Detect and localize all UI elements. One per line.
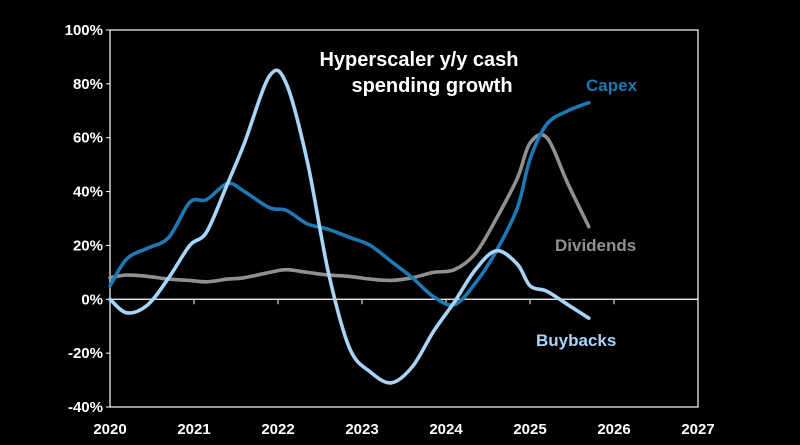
y-tick-label: 40%	[73, 184, 103, 201]
chart-title-line-2: spending growth	[351, 75, 512, 97]
capex-line	[108, 100, 591, 307]
buybacks-series-label: Buybacks	[536, 331, 616, 350]
x-tick-label: 2025	[513, 421, 546, 438]
x-tick-label: 2020	[93, 421, 126, 438]
y-tick-label: -20%	[68, 345, 103, 362]
buybacks-line	[108, 68, 591, 385]
axes: -40% -20% 0% 20% 40% 60% 80% 100% 2020 2021 2022 20…	[65, 22, 715, 438]
y-tick-label: 60%	[73, 130, 103, 147]
x-tick-label: 2021	[177, 421, 210, 438]
y-tick-label: 20%	[73, 237, 103, 254]
plot-frame	[109, 29, 699, 408]
x-tick-label: 2023	[345, 421, 378, 438]
y-tick-label: 0%	[81, 291, 103, 308]
x-tick-label: 2022	[261, 421, 294, 438]
x-tick-label: 2026	[597, 421, 630, 438]
y-tick-label: 100%	[65, 22, 103, 39]
x-tick-label: 2024	[429, 421, 463, 438]
chart-title-line-1: Hyperscaler y/y cash	[319, 49, 518, 71]
y-tick-label: 80%	[73, 76, 103, 93]
dividends-line	[108, 132, 591, 284]
x-tick-label: 2027	[681, 421, 714, 438]
dividends-series-label: Dividends	[555, 236, 636, 255]
capex-series-label: Capex	[586, 76, 638, 95]
y-tick-label: -40%	[68, 399, 103, 416]
series-lines	[108, 68, 591, 385]
